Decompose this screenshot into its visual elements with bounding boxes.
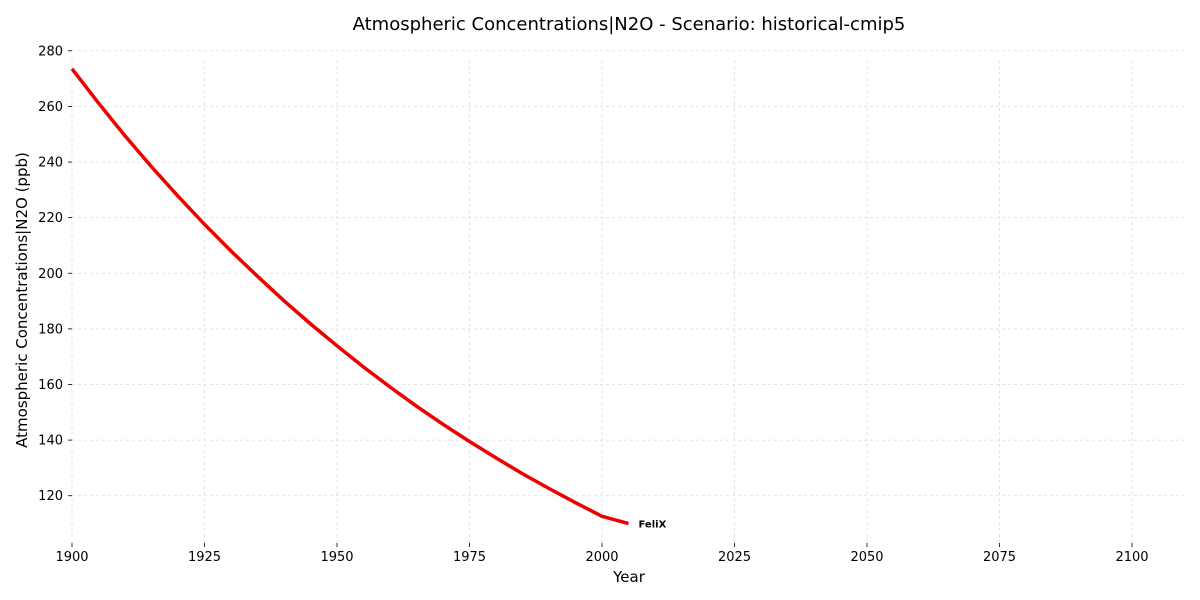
y-tick-label: 240 [38,156,63,171]
y-tick-label: 260 [38,100,63,115]
y-axis-label: Atmospheric Concentrations|N2O (ppb) [13,152,31,448]
x-tick-label: 1900 [55,550,88,565]
y-tick-label: 140 [38,434,63,449]
y-tick-label: 280 [38,44,63,59]
x-tick-label: 2025 [718,550,751,565]
x-tick-label: 2050 [850,550,883,565]
series-group: FeliX [70,67,667,531]
series-end-label: FeliX [639,520,667,531]
x-axis-label: Year [612,568,646,586]
chart-title: Atmospheric Concentrations|N2O - Scenari… [353,14,906,35]
y-tick-label: 220 [38,211,63,226]
x-axis: 1900 1925 1950 1975 2000 2025 2050 2075 2100 [55,543,1149,565]
x-tick-label: 2000 [585,550,618,565]
x-tick-label: 2100 [1115,550,1148,565]
y-tick-label: 200 [38,267,63,282]
x-tick-label: 1950 [320,550,353,565]
y-axis: 120 140 160 180 200 220 240 260 280 [38,44,72,504]
series-line [70,67,629,526]
grid [71,50,1185,543]
y-tick-label: 120 [38,489,63,504]
x-tick-label: 1975 [453,550,486,565]
x-tick-label: 1925 [188,550,221,565]
y-tick-label: 180 [38,322,63,337]
x-tick-label: 2075 [983,550,1016,565]
y-tick-label: 160 [38,378,63,393]
